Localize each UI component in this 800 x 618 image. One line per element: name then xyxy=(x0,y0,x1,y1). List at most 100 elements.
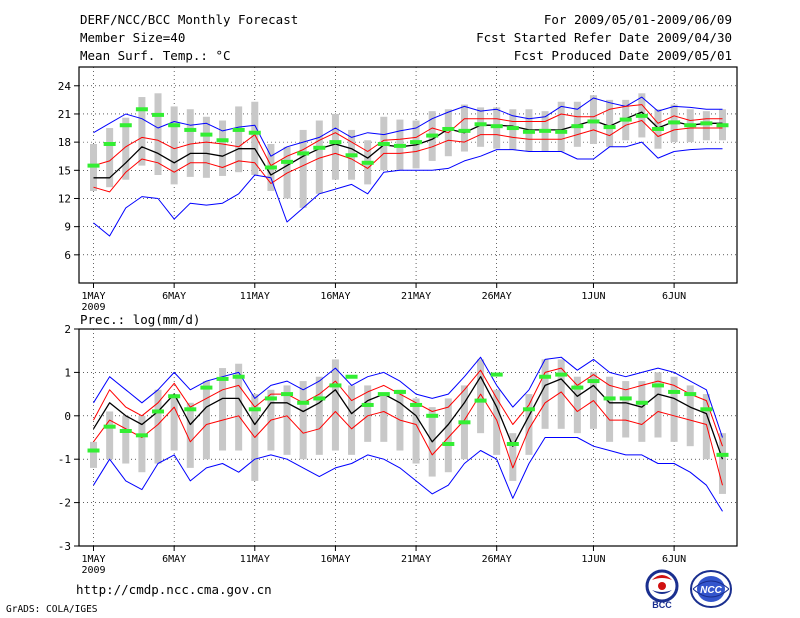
ensemble-median-marker xyxy=(410,402,423,407)
ensemble-spread-box xyxy=(331,113,339,180)
y-tick-label: 12 xyxy=(58,192,71,205)
ensemble-median-marker xyxy=(587,379,600,384)
ensemble-spread-box xyxy=(509,433,517,481)
ensemble-median-marker xyxy=(474,122,487,127)
ensemble-median-marker xyxy=(426,413,439,418)
ensemble-median-marker xyxy=(393,143,406,148)
ensemble-max-line xyxy=(93,96,723,157)
ensemble-spread-box xyxy=(364,385,372,442)
ensemble-median-marker xyxy=(635,400,648,405)
ensemble-min-line xyxy=(93,437,723,512)
temperature-variable-label: Mean Surf. Temp.: °C xyxy=(80,48,231,63)
ensemble-median-marker xyxy=(442,126,455,131)
ensemble-spread-box xyxy=(638,381,646,442)
ensemble-median-marker xyxy=(539,128,552,133)
ensemble-median-marker xyxy=(361,160,374,165)
ensemble-median-marker xyxy=(135,433,148,438)
forecast-period-label: For 2009/05/01-2009/06/09 xyxy=(543,12,732,27)
x-tick-label: 11MAY xyxy=(240,554,270,565)
x-tick-label: 1JUN xyxy=(581,554,605,565)
ensemble-median-marker xyxy=(200,132,213,137)
x-tick-label: 6JUN xyxy=(662,291,686,302)
ensemble-spread-box xyxy=(331,359,339,451)
ensemble-median-marker xyxy=(393,389,406,394)
y-tick-label: -3 xyxy=(58,540,71,553)
ensemble-median-marker xyxy=(619,396,632,401)
x-tick-label: 26MAY xyxy=(482,291,512,302)
ensemble-median-marker xyxy=(264,165,277,170)
ensemble-spread-box xyxy=(186,402,194,468)
ensemble-median-marker xyxy=(619,117,632,122)
ensemble-spread-box xyxy=(283,385,291,455)
ensemble-median-marker xyxy=(668,120,681,125)
ensemble-spread-box xyxy=(202,381,210,460)
y-tick-label: 24 xyxy=(58,80,72,93)
x-tick-label: 1MAY xyxy=(81,554,105,565)
ensemble-median-marker xyxy=(87,163,100,168)
y-tick-label: 15 xyxy=(58,164,71,177)
ensemble-spread-box xyxy=(444,398,452,473)
ensemble-spread-box xyxy=(122,117,130,180)
grads-credit: GrADS: COLA/IGES xyxy=(6,604,98,615)
ensemble-spread-box xyxy=(493,389,501,455)
ensemble-median-marker xyxy=(410,140,423,145)
ensemble-median-marker xyxy=(587,119,600,124)
ensemble-median-marker xyxy=(152,409,165,414)
ensemble-median-marker xyxy=(313,396,326,401)
bcc-logo-icon: BCC xyxy=(645,569,679,610)
figure-title: DERF/NCC/BCC Monthly Forecast xyxy=(80,12,299,27)
ensemble-median-marker xyxy=(458,420,471,425)
ensemble-median-marker xyxy=(635,113,648,118)
ensemble-median-marker xyxy=(264,396,277,401)
ensemble-median-marker xyxy=(377,392,390,397)
ensemble-median-marker xyxy=(571,385,584,390)
ensemble-spread-box xyxy=(477,107,485,147)
ensemble-median-marker xyxy=(506,126,519,131)
ensemble-spread-box xyxy=(90,441,98,468)
x-tick-label: 16MAY xyxy=(320,291,350,302)
ensemble-spread-box xyxy=(718,433,726,494)
ensemble-spread-box xyxy=(154,389,162,464)
x-tick-label: 26MAY xyxy=(482,554,512,565)
ensemble-median-marker xyxy=(216,376,229,381)
ensemble-median-marker xyxy=(87,448,100,453)
ensemble-median-marker xyxy=(361,402,374,407)
ensemble-median-marker xyxy=(716,123,729,128)
ensemble-spread-box xyxy=(251,101,259,175)
ensemble-median-marker xyxy=(200,385,213,390)
forecast-produced-date-label: Fcst Produced Date 2009/05/01 xyxy=(513,48,732,63)
ensemble-median-marker xyxy=(103,142,116,147)
x-tick-label: 6JUN xyxy=(662,554,686,565)
upper-spread-line xyxy=(93,367,723,447)
lower-spread-line xyxy=(93,120,723,193)
ensemble-spread-box xyxy=(299,381,307,460)
ensemble-median-marker xyxy=(119,428,132,433)
ensemble-median-marker xyxy=(297,151,310,156)
ensemble-median-marker xyxy=(168,123,181,128)
lower-spread-line xyxy=(93,391,723,486)
ensemble-median-marker xyxy=(232,127,245,132)
x-tick-label: 11MAY xyxy=(240,291,270,302)
ensemble-mean-line xyxy=(93,111,723,179)
ensemble-spread-box xyxy=(138,97,146,166)
ncc-logo-icon: NCC xyxy=(690,570,732,608)
y-tick-label: 6 xyxy=(64,249,71,262)
ensemble-spread-box xyxy=(170,106,178,185)
ensemble-median-marker xyxy=(684,123,697,128)
x-tick-label: 6MAY xyxy=(162,554,186,565)
x-tick-label: 1JUN xyxy=(581,291,605,302)
x-tick-label: 21MAY xyxy=(401,554,431,565)
ensemble-spread-box xyxy=(670,376,678,442)
ensemble-spread-box xyxy=(477,359,485,434)
ensemble-median-marker xyxy=(522,407,535,412)
ensemble-median-marker xyxy=(490,124,503,129)
ensemble-median-marker xyxy=(668,389,681,394)
ensemble-spread-box xyxy=(702,111,710,141)
ensemble-spread-box xyxy=(219,120,227,176)
ensemble-spread-box xyxy=(154,93,162,175)
ensemble-spread-box xyxy=(299,129,307,208)
ensemble-median-marker xyxy=(119,123,132,128)
ensemble-max-line xyxy=(93,356,723,438)
ensemble-spread-box xyxy=(606,376,614,442)
